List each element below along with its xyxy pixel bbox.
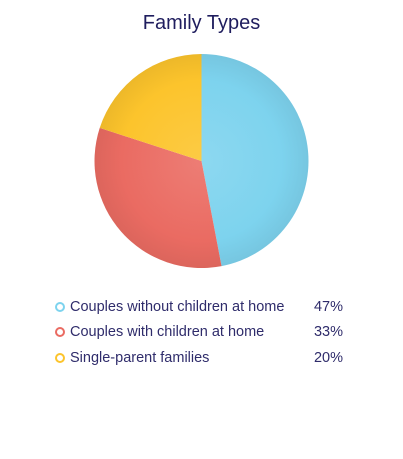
legend-item-couples-without-children[interactable]: Couples without children at home 47% xyxy=(55,294,355,320)
chart-legend: Couples without children at home 47% Cou… xyxy=(55,294,355,371)
legend-value: 47% xyxy=(313,298,343,315)
legend-value: 33% xyxy=(313,324,343,341)
legend-value: 20% xyxy=(313,349,343,366)
legend-marker-icon xyxy=(55,327,65,338)
pie-slice-2[interactable] xyxy=(94,127,222,268)
chart-title: Family Types xyxy=(142,12,261,34)
legend-marker-icon xyxy=(55,352,65,363)
legend-label: Couples without children at home xyxy=(70,298,285,315)
legend-item-couples-with-children[interactable]: Couples with children at home 33% xyxy=(55,320,355,346)
legend-marker-icon xyxy=(55,301,65,312)
pie-slice-1[interactable] xyxy=(201,54,309,267)
pie-slice-3[interactable] xyxy=(99,54,202,161)
legend-label: Couples with children at home xyxy=(70,324,265,341)
pie-chart xyxy=(94,54,309,268)
legend-label: Single-parent families xyxy=(70,349,210,366)
legend-item-single-parent-families[interactable]: Single-parent families 20% xyxy=(55,345,355,371)
